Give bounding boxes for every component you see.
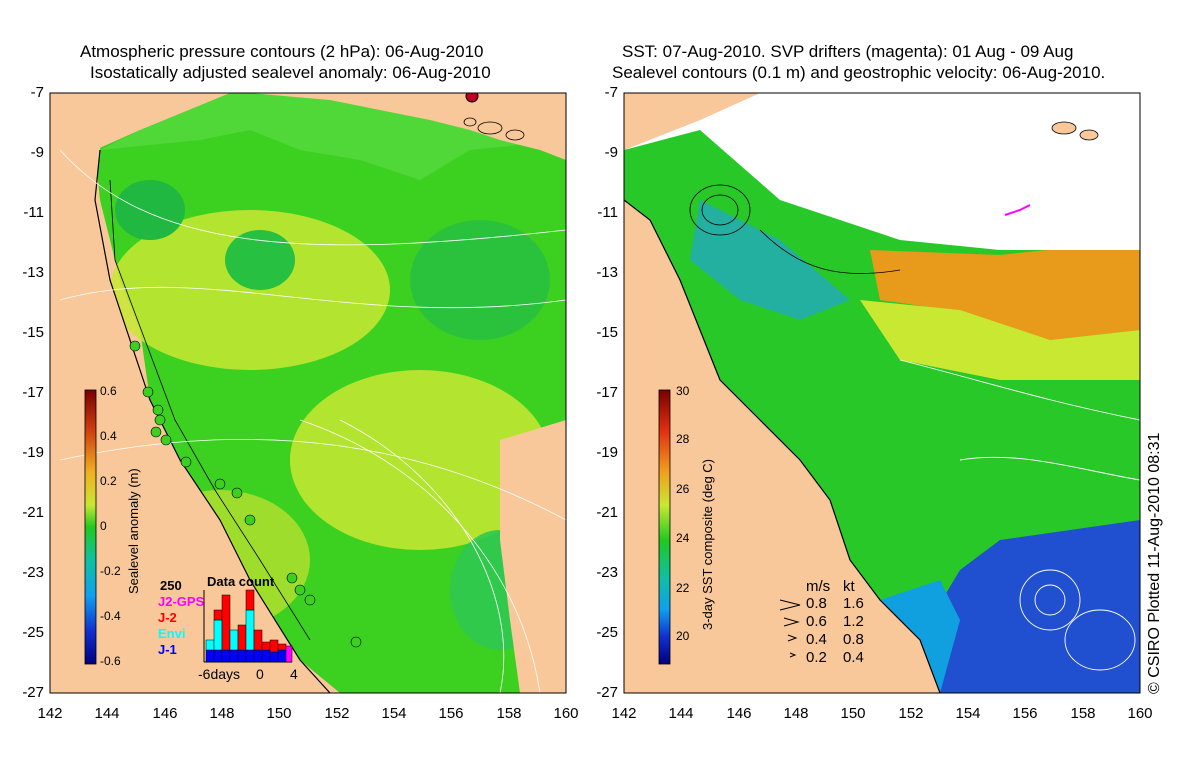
y-tick: -17 <box>22 384 44 401</box>
x-tick: 146 <box>152 705 178 722</box>
x-tick: 144 <box>94 705 120 722</box>
y-tick: -9 <box>604 144 618 161</box>
colorbar-tick: 28 <box>676 432 690 446</box>
x-tick: 152 <box>324 705 350 722</box>
x-tick: 148 <box>209 705 235 722</box>
sst-colorbar-label: 3-day SST composite (deg C) <box>700 459 715 630</box>
right-title-line2: Sealevel contours (0.1 m) and geostrophi… <box>612 63 1106 82</box>
speed-legend-ms: 0.8 <box>806 595 827 612</box>
x-tick: 158 <box>1070 705 1096 722</box>
colorbar-tick: 0 <box>100 519 107 533</box>
x-tick: 154 <box>381 705 407 722</box>
legend-item-j1: J-1 <box>158 642 177 657</box>
y-tick: -15 <box>596 324 618 341</box>
colorbar-tick: 30 <box>676 384 690 398</box>
y-tick: -11 <box>597 204 618 221</box>
y-tick: -25 <box>596 624 618 641</box>
y-tick: -23 <box>22 564 44 581</box>
x-tick: 154 <box>955 705 981 722</box>
data-count-axis-end: 4 <box>290 666 298 682</box>
colorbar-tick: 0.6 <box>100 384 117 398</box>
y-tick: -21 <box>596 504 618 521</box>
data-count-title: Data count <box>207 574 275 589</box>
speed-legend-header-kt: kt <box>843 578 855 595</box>
colorbar-tick: 24 <box>676 531 690 545</box>
colorbar-tick: -0.6 <box>100 654 121 668</box>
sla-colorbar <box>84 389 97 665</box>
credit-text: © CSIRO Plotted 11-Aug-2010 08:31 <box>1146 432 1163 694</box>
legend-item-envi: Envi <box>158 626 186 641</box>
speed-legend-kt: 1.2 <box>843 613 864 630</box>
right-title-line1: SST: 07-Aug-2010. SVP drifters (magenta)… <box>622 42 1074 61</box>
colorbar-tick: 20 <box>676 629 690 643</box>
speed-legend-kt: 0.8 <box>843 631 864 648</box>
x-tick: 150 <box>840 705 866 722</box>
x-tick: 144 <box>668 705 694 722</box>
x-tick: 142 <box>611 705 637 722</box>
speed-legend-ms: 0.4 <box>806 631 827 648</box>
legend-item-j2: J-2 <box>158 610 177 625</box>
x-tick: 152 <box>898 705 924 722</box>
speed-legend-kt: 1.6 <box>843 595 864 612</box>
legend-item-j2gps: J2-GPS <box>158 594 205 609</box>
speed-legend-header-ms: m/s <box>806 578 831 595</box>
left-map-frame <box>49 92 567 694</box>
colorbar-tick: -0.2 <box>100 564 121 578</box>
y-tick: -25 <box>22 624 44 641</box>
speed-legend-ms: 0.2 <box>806 649 827 666</box>
data-count-axis-start: -6days <box>198 666 241 682</box>
right-map <box>624 93 1140 693</box>
colorbar-tick: 0.4 <box>100 429 117 443</box>
x-tick: 148 <box>783 705 809 722</box>
y-tick: -19 <box>596 444 618 461</box>
y-tick: -17 <box>596 384 618 401</box>
x-tick: 142 <box>37 705 63 722</box>
y-tick: -21 <box>22 504 44 521</box>
right-map-frame <box>623 92 1141 694</box>
y-tick: -27 <box>22 684 44 701</box>
speed-legend-arrows <box>779 599 801 658</box>
data-count-max: 250 <box>160 578 182 593</box>
y-tick: -7 <box>30 84 44 101</box>
left-map <box>50 93 566 693</box>
x-tick: 158 <box>496 705 522 722</box>
sst-colorbar <box>658 389 671 665</box>
y-tick: -7 <box>604 84 618 101</box>
y-tick: -19 <box>22 444 44 461</box>
y-tick: -11 <box>23 204 44 221</box>
colorbar-tick: 22 <box>676 581 690 595</box>
left-title-line1: Atmospheric pressure contours (2 hPa): 0… <box>80 42 484 61</box>
x-tick: 160 <box>553 705 579 722</box>
left-title-line2: Isostatically adjusted sealevel anomaly:… <box>90 63 491 82</box>
x-tick: 156 <box>438 705 464 722</box>
colorbar-tick: 0.2 <box>100 474 117 488</box>
x-tick: 160 <box>1127 705 1153 722</box>
x-tick: 156 <box>1012 705 1038 722</box>
x-tick: 150 <box>266 705 292 722</box>
y-tick: -23 <box>596 564 618 581</box>
x-tick: 146 <box>726 705 752 722</box>
colorbar-tick: -0.4 <box>100 609 121 623</box>
y-tick: -13 <box>22 264 44 281</box>
sla-colorbar-label: Sealevel anomaly (m) <box>126 468 141 594</box>
speed-legend-ms: 0.6 <box>806 613 827 630</box>
data-count-axis-zero: 0 <box>256 666 264 682</box>
colorbar-tick: 26 <box>676 482 690 496</box>
y-tick: -13 <box>596 264 618 281</box>
data-count-chart <box>203 589 293 663</box>
y-tick: -27 <box>596 684 618 701</box>
y-tick: -15 <box>22 324 44 341</box>
y-tick: -9 <box>30 144 44 161</box>
speed-legend-kt: 0.4 <box>843 649 864 666</box>
